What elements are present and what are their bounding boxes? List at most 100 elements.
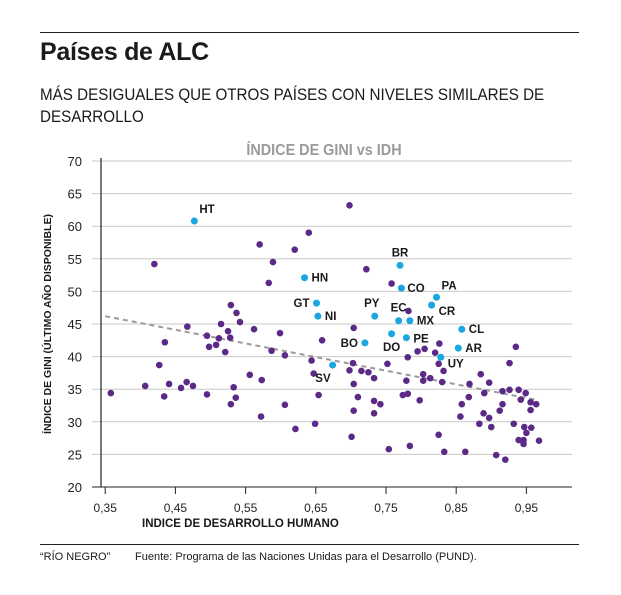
y-tick-label: 25 xyxy=(68,447,82,462)
data-point xyxy=(487,423,495,431)
data-point xyxy=(236,318,244,326)
data-point xyxy=(348,433,355,441)
data-point xyxy=(492,451,500,459)
data-point xyxy=(292,425,299,433)
data-point xyxy=(520,423,528,431)
data-point xyxy=(354,393,362,401)
data-point xyxy=(465,393,473,401)
y-tick-label: 40 xyxy=(68,350,82,365)
data-point xyxy=(485,414,493,422)
data-point xyxy=(440,448,448,456)
data-point xyxy=(141,382,149,390)
data-point-highlighted xyxy=(458,325,466,333)
data-point xyxy=(404,390,412,398)
data-point xyxy=(155,361,163,369)
data-point-highlighted xyxy=(437,353,445,361)
point-label: MX xyxy=(417,316,435,328)
data-point xyxy=(370,410,378,417)
data-point xyxy=(258,376,266,384)
footer-source-label: “RÍO NEGRO” xyxy=(40,551,111,563)
data-point-highlighted xyxy=(371,312,379,320)
data-point xyxy=(404,353,412,361)
data-point xyxy=(250,325,258,333)
data-point xyxy=(224,327,232,335)
data-point xyxy=(350,380,357,388)
data-point xyxy=(435,431,442,439)
data-point xyxy=(165,380,173,388)
data-point xyxy=(291,246,299,253)
data-point-highlighted xyxy=(314,312,322,320)
point-label: PY xyxy=(364,298,380,310)
y-tick-label: 50 xyxy=(68,284,82,299)
data-point xyxy=(160,393,168,400)
data-point xyxy=(151,260,158,268)
data-point xyxy=(233,309,240,317)
data-point xyxy=(203,332,211,340)
point-label: CL xyxy=(469,324,484,336)
data-point xyxy=(440,367,447,375)
data-point xyxy=(457,413,464,420)
data-point xyxy=(358,367,365,375)
y-tick-label: 60 xyxy=(68,219,82,234)
data-point xyxy=(268,347,275,355)
point-label: BR xyxy=(392,247,409,259)
point-label: DO xyxy=(383,342,400,354)
data-point-highlighted xyxy=(402,334,410,342)
data-point xyxy=(512,343,520,351)
y-tick-label: 65 xyxy=(68,187,82,202)
data-point xyxy=(421,345,428,353)
data-point xyxy=(257,413,265,420)
x-axis-label: INDICE DE DESARROLLO HUMANO xyxy=(142,518,339,530)
data-point xyxy=(315,391,322,399)
data-point xyxy=(523,429,530,437)
y-tick-label: 30 xyxy=(68,415,82,430)
data-point-highlighted xyxy=(190,217,198,225)
data-point xyxy=(520,440,527,448)
data-point xyxy=(370,374,378,382)
data-point xyxy=(230,383,237,391)
point-label: BO xyxy=(341,338,358,350)
data-point-highlighted xyxy=(406,317,414,325)
data-point xyxy=(183,378,190,386)
data-point-highlighted xyxy=(454,344,462,352)
y-tick-label: 70 xyxy=(68,154,82,169)
trend-line xyxy=(105,315,539,402)
data-point xyxy=(510,420,518,428)
data-point xyxy=(256,241,263,248)
x-tick-label: 0,95 xyxy=(515,501,539,515)
data-point xyxy=(349,359,357,367)
data-point xyxy=(107,389,115,397)
data-point xyxy=(350,324,357,332)
data-point xyxy=(227,301,235,309)
data-point xyxy=(416,396,423,404)
data-point xyxy=(246,371,254,379)
data-point xyxy=(426,374,434,382)
data-point-highlighted xyxy=(329,361,337,369)
data-point xyxy=(305,229,313,237)
top-rule xyxy=(40,32,579,33)
data-point xyxy=(480,389,488,397)
page-title: Países de ALC xyxy=(40,38,209,66)
point-label: GT xyxy=(294,298,310,310)
y-tick-label: 20 xyxy=(68,480,82,495)
data-point xyxy=(161,338,169,346)
y-tick-label: 35 xyxy=(68,382,82,397)
data-point xyxy=(215,335,223,342)
data-point xyxy=(189,382,197,390)
x-tick-label: 0,35 xyxy=(94,501,118,515)
data-point xyxy=(477,370,485,378)
data-point xyxy=(527,406,534,414)
data-point xyxy=(311,420,319,428)
data-point xyxy=(203,391,211,398)
footer-rule xyxy=(40,544,579,545)
data-point-highlighted xyxy=(396,261,404,269)
data-point xyxy=(406,442,414,450)
x-tick-label: 0,85 xyxy=(445,501,469,515)
data-point xyxy=(515,436,522,444)
data-point xyxy=(221,348,229,356)
data-point xyxy=(308,357,315,364)
data-point xyxy=(405,307,412,315)
data-point xyxy=(506,386,513,394)
data-point xyxy=(436,340,443,347)
data-point xyxy=(435,360,442,368)
